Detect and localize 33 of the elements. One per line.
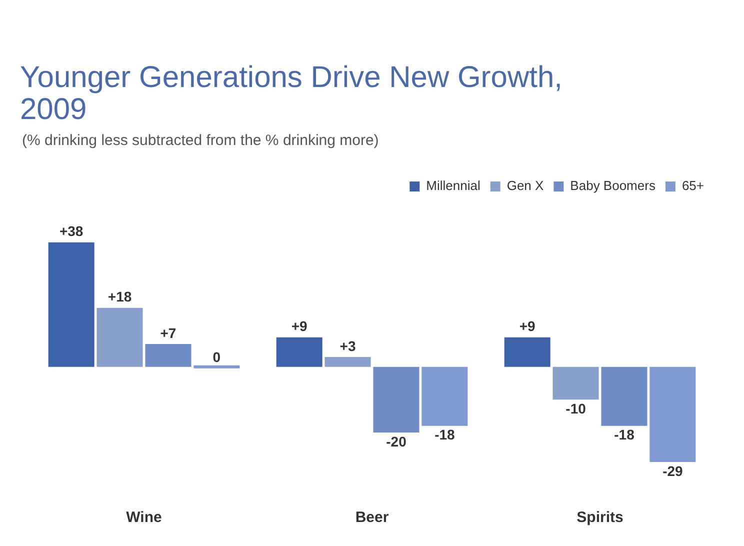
data-label: -18: [614, 426, 635, 443]
chart-title: Younger Generations Drive New Growth, 2009: [20, 61, 564, 126]
legend-label: Millennial: [426, 178, 480, 194]
bar: [145, 344, 192, 367]
bar: [422, 366, 468, 426]
x-tick-label: Beer: [355, 509, 389, 526]
bar: [650, 366, 696, 462]
data-label: +18: [108, 288, 132, 305]
chart-subtitle: (% drinking less subtracted from the % drinking more): [22, 132, 379, 149]
legend-label: 65+: [682, 178, 704, 194]
bar: [48, 242, 94, 367]
bar: [96, 308, 143, 367]
bar: [601, 366, 648, 426]
bar: [276, 337, 322, 367]
bar: [194, 365, 240, 368]
x-tick-label: Wine: [126, 509, 162, 526]
x-tick-label: Spirits: [576, 509, 624, 526]
bar: [504, 337, 550, 367]
bar: [552, 366, 599, 400]
data-label: +9: [291, 318, 308, 334]
data-label: 0: [212, 349, 221, 366]
legend-label: Gen X: [506, 178, 544, 194]
data-label: -18: [434, 426, 456, 443]
data-label: +9: [519, 318, 536, 334]
data-label: +3: [340, 338, 356, 354]
data-label: -20: [386, 433, 407, 450]
data-label: -29: [662, 462, 684, 479]
legend-label: Baby Boomers: [570, 178, 656, 194]
bar: [324, 357, 371, 367]
data-label: +38: [59, 223, 84, 240]
data-label: +7: [160, 324, 176, 341]
bar: [373, 366, 420, 432]
data-label: -10: [566, 400, 586, 417]
